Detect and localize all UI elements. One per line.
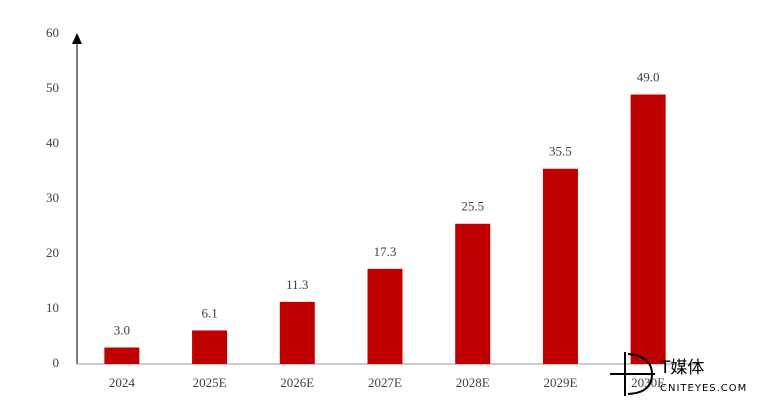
value-label: 11.3: [286, 277, 308, 292]
x-tick-label: 2025E: [193, 375, 227, 390]
value-label: 6.1: [201, 305, 217, 320]
y-tick-label: 0: [53, 355, 60, 370]
x-tick-label: 2026E: [280, 375, 314, 390]
y-axis-arrow: [72, 33, 82, 44]
y-tick-label: 50: [46, 80, 59, 95]
x-tick-label: 2024: [109, 375, 136, 390]
y-tick-label: 20: [46, 245, 59, 260]
x-tick-label: 2028E: [456, 375, 490, 390]
x-tick-label: 2027E: [368, 375, 402, 390]
bar: [192, 330, 228, 364]
value-label: 35.5: [549, 144, 572, 159]
x-tick-label: 2030E: [631, 375, 665, 390]
y-tick-label: 30: [46, 190, 59, 205]
bar: [542, 168, 578, 364]
bar: [279, 301, 315, 364]
bar: [455, 223, 491, 364]
value-label: 49.0: [637, 69, 660, 84]
y-tick-label: 60: [46, 25, 59, 40]
x-tick-label: 2029E: [543, 375, 577, 390]
watermark-site: CNITEYES.COM: [660, 383, 747, 394]
watermark-logo: [610, 352, 655, 396]
value-label: 25.5: [461, 199, 484, 214]
bar: [630, 94, 666, 364]
value-label: 17.3: [374, 244, 397, 259]
watermark-name: T媒体: [659, 358, 704, 378]
value-label: 3.0: [114, 322, 130, 337]
y-tick-label: 40: [46, 135, 59, 150]
bar: [104, 347, 140, 364]
bar: [367, 268, 403, 364]
y-tick-label: 10: [46, 300, 59, 315]
watermark: T媒体 CNITEYES.COM: [610, 352, 747, 396]
